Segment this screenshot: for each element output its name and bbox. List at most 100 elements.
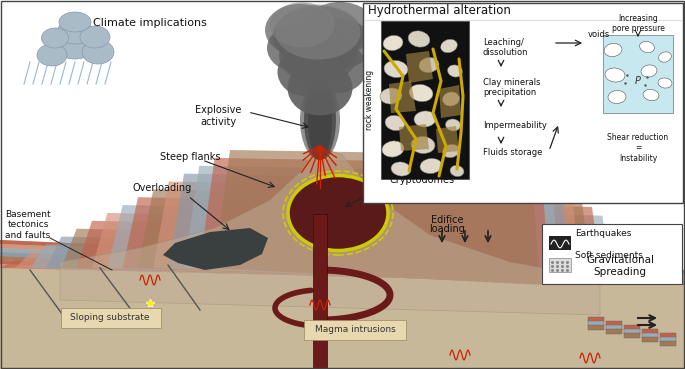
Bar (606, 321, 622, 326)
Text: Explosive
activity: Explosive activity (195, 105, 241, 127)
Text: loading: loading (429, 224, 465, 234)
Ellipse shape (408, 31, 430, 47)
Ellipse shape (658, 78, 672, 88)
FancyBboxPatch shape (61, 308, 161, 328)
Ellipse shape (308, 19, 373, 69)
Polygon shape (31, 244, 664, 285)
Ellipse shape (300, 80, 340, 160)
Text: Overloading: Overloading (132, 183, 192, 193)
FancyBboxPatch shape (542, 224, 682, 284)
Bar (642, 337, 658, 342)
Polygon shape (60, 150, 600, 315)
Polygon shape (92, 213, 623, 285)
Ellipse shape (440, 39, 458, 53)
Text: Sloping substrate: Sloping substrate (71, 314, 150, 323)
Text: Soft sediments: Soft sediments (575, 251, 643, 259)
Ellipse shape (42, 28, 68, 48)
Polygon shape (0, 284, 685, 315)
Ellipse shape (57, 20, 93, 44)
Bar (603, 35, 673, 113)
Text: Increasing
pore pressure: Increasing pore pressure (612, 14, 664, 33)
Ellipse shape (409, 85, 433, 101)
Polygon shape (0, 312, 685, 341)
Polygon shape (0, 240, 685, 274)
Ellipse shape (604, 44, 622, 56)
Ellipse shape (277, 48, 332, 96)
Ellipse shape (450, 165, 464, 177)
Ellipse shape (640, 41, 654, 53)
Text: P: P (635, 76, 641, 86)
Polygon shape (436, 126, 459, 153)
Text: Shear reduction
=
Instability: Shear reduction = Instability (608, 133, 669, 163)
Ellipse shape (384, 61, 408, 77)
Bar (660, 333, 676, 338)
Polygon shape (138, 189, 592, 285)
Bar (588, 325, 604, 330)
Ellipse shape (54, 31, 96, 59)
Polygon shape (214, 150, 540, 285)
Bar (642, 329, 658, 334)
Text: Clay minerals
precipitation: Clay minerals precipitation (483, 78, 540, 97)
Bar (381, 21, 469, 179)
Ellipse shape (304, 80, 336, 160)
Ellipse shape (265, 4, 335, 56)
Polygon shape (153, 182, 582, 285)
Polygon shape (0, 272, 685, 304)
Polygon shape (108, 205, 612, 285)
Bar (624, 325, 640, 330)
Bar (606, 329, 622, 334)
Polygon shape (0, 292, 685, 323)
Text: Cryptodomes: Cryptodomes (390, 175, 455, 185)
Ellipse shape (383, 35, 403, 51)
Ellipse shape (269, 3, 334, 48)
Ellipse shape (304, 2, 376, 54)
Polygon shape (0, 300, 685, 330)
Ellipse shape (659, 52, 671, 62)
Ellipse shape (414, 111, 436, 127)
Polygon shape (0, 240, 685, 369)
Ellipse shape (273, 6, 363, 66)
Text: Basement
tectonics
and faults: Basement tectonics and faults (5, 210, 51, 240)
Bar (549, 236, 571, 250)
Polygon shape (77, 221, 634, 285)
Ellipse shape (37, 44, 67, 66)
Text: Earthquakes: Earthquakes (575, 228, 632, 238)
Polygon shape (0, 268, 685, 300)
Bar (549, 258, 571, 272)
Polygon shape (0, 280, 685, 311)
Ellipse shape (267, 24, 329, 72)
Polygon shape (0, 264, 685, 296)
Polygon shape (0, 304, 685, 334)
Bar (660, 337, 676, 342)
Bar (624, 333, 640, 338)
Polygon shape (0, 308, 685, 338)
Polygon shape (0, 256, 685, 289)
Text: Impermeability: Impermeability (483, 121, 547, 130)
Polygon shape (184, 166, 561, 285)
Ellipse shape (411, 137, 435, 154)
FancyBboxPatch shape (304, 320, 406, 340)
Ellipse shape (643, 89, 659, 101)
Text: Hydrothermal alteration: Hydrothermal alteration (368, 4, 511, 17)
Polygon shape (399, 124, 429, 151)
Ellipse shape (380, 88, 402, 104)
Text: Fluids storage: Fluids storage (483, 148, 543, 157)
Ellipse shape (608, 90, 626, 104)
Bar (642, 333, 658, 338)
Ellipse shape (605, 68, 625, 82)
Bar (363, 3, 683, 203)
Polygon shape (62, 229, 644, 285)
Ellipse shape (275, 4, 360, 59)
Text: Climate implications: Climate implications (93, 18, 207, 28)
Polygon shape (0, 252, 685, 285)
Ellipse shape (641, 65, 657, 77)
Polygon shape (163, 228, 268, 270)
Polygon shape (123, 197, 602, 285)
Bar (588, 317, 604, 322)
Ellipse shape (391, 162, 411, 176)
Polygon shape (0, 316, 685, 345)
Polygon shape (0, 296, 685, 326)
Polygon shape (0, 330, 685, 369)
Polygon shape (0, 150, 685, 369)
Ellipse shape (445, 119, 460, 131)
